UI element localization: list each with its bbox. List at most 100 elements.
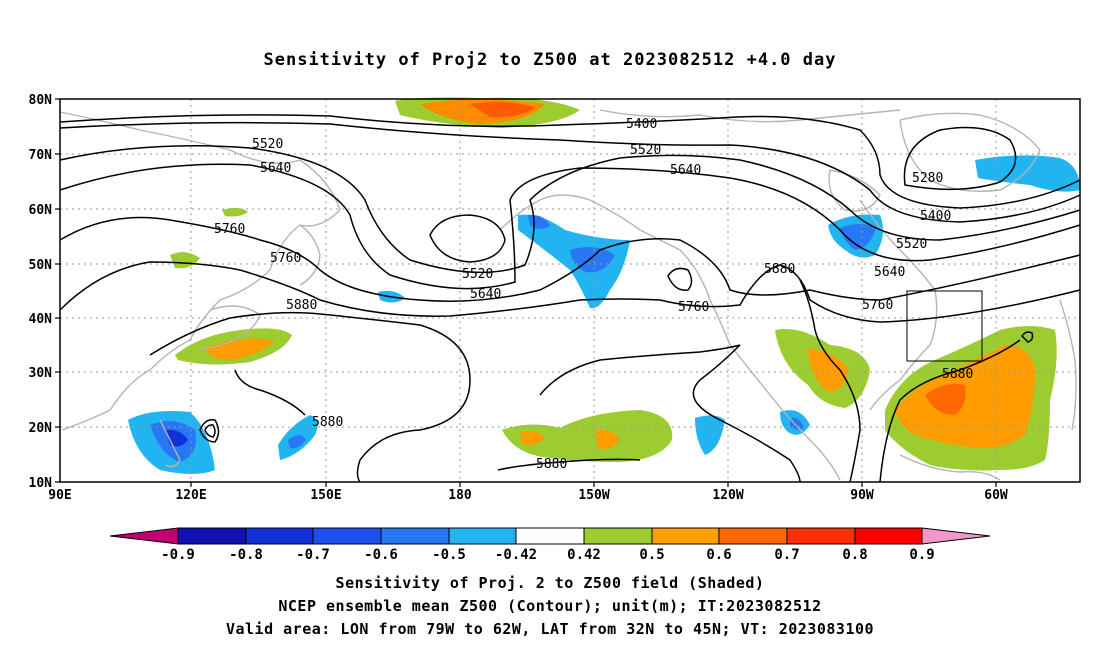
coastline-alaska [499,194,711,301]
contour-5880-a [149,311,471,483]
colorbar-label-5: -0.5 [432,547,466,563]
lon-label-120w: 120W [712,488,743,503]
colorbar-swatch-1 [177,527,247,545]
colorbar-swatch-10 [786,527,856,545]
caption-contour: NCEP ensemble mean Z500 (Contour); unit(… [278,597,822,615]
tick-marks [55,98,997,487]
coastline-philippines [159,419,181,468]
contour-label-5760-c: 5760 [678,300,709,315]
lat-label-30n: 30N [29,366,53,381]
coastline-north-america-east [859,199,938,411]
caption-valid-area: Valid area: LON from 79W to 62W, LAT fro… [225,620,875,638]
shade-siberia-positive-2 [222,207,248,217]
contour-label-5760-b: 5760 [270,251,301,266]
contour-5880-c [497,458,641,471]
sensitivity-shading [128,97,1080,474]
contour-small-loop-asia-inner [204,424,216,438]
shade-hawaii-positive [502,410,673,462]
colorbar-swatch-5 [448,527,517,545]
lon-label-90e: 90E [48,488,71,503]
colorbar-swatch-6 [515,527,585,545]
contour-label-5640-d: 5640 [874,265,905,280]
colorbar-label-8: 0.5 [639,547,664,563]
colorbar [109,527,991,545]
colorbar-label-7: 0.42 [567,547,601,563]
contour-label-5400-a: 5400 [626,117,657,132]
lon-label-60w: 60W [984,488,1008,503]
contour-5640-a [59,163,1081,290]
contour-5760-a [59,216,1081,302]
colorbar-swatch-8 [651,527,720,545]
colorbar-label-6: -0.42 [495,547,537,563]
shade-atlantic-positive-max [925,383,966,415]
shade-west-pacific-negative-core [288,435,306,449]
colorbar-swatch-4 [380,527,450,545]
contour-label-5640-a: 5640 [260,161,291,176]
lat-label-80n: 80N [29,93,53,108]
coastline-north-america-west [709,299,841,481]
coastline-hudson-bay [828,169,881,212]
lon-label-90w: 90W [850,488,874,503]
colorbar-label-9: 0.6 [706,547,731,563]
lat-label-50n: 50N [29,258,53,273]
valid-area-box [906,290,983,362]
contour-labels: 5400 5520 5640 5760 5760 5880 5520 5640 … [214,117,973,472]
shade-mexico-negative [695,415,725,455]
lat-label-40n: 40N [29,312,53,327]
shade-siberia-positive [170,252,200,269]
contour-label-5400-b: 5400 [920,209,951,224]
colorbar-label-12: 0.9 [909,547,934,563]
shade-greenland-negative [975,155,1080,192]
lon-label-120e: 120E [175,488,206,503]
contour-5880-b [234,369,306,416]
z500-contours [59,114,1081,483]
map-chart: 5400 5520 5640 5760 5760 5880 5520 5640 … [29,93,1081,563]
contour-5880-f [879,339,1021,483]
shade-north-pacific-positive-max [470,101,535,118]
lon-label-150e: 150E [310,488,341,503]
lon-label-180: 180 [448,488,472,503]
map-frame [59,98,1081,483]
contour-label-5880-c: 5880 [536,457,567,472]
contour-label-5760-a: 5760 [214,222,245,237]
colorbar-label-10: 0.7 [774,547,799,563]
coastline-south-america [899,454,1001,481]
contour-5400-top [59,114,1081,209]
shade-hawaii-positive-core-2 [595,429,620,449]
shade-labrador-negative-core [840,224,876,250]
contour-5520-a [59,144,1081,274]
coastline-asia [59,111,341,431]
colorbar-label-4: -0.6 [364,547,398,563]
coastline-africa [1059,299,1077,431]
colorbar-swatch-11 [854,527,923,545]
lat-label-20n: 20N [29,421,53,436]
lat-label-60n: 60N [29,203,53,218]
contour-label-5640-c: 5640 [670,163,701,178]
shade-gulf-positive-core [808,349,848,392]
contour-5400-mid [59,121,1081,223]
colorbar-swatch-9 [718,527,788,545]
contour-label-5520-d: 5520 [896,237,927,252]
lat-label-10n: 10N [29,476,53,491]
colorbar-label-3: -0.7 [296,547,330,563]
contour-5520-low [429,214,506,263]
colorbar-swatch-7 [583,527,653,545]
coastline-arctic [599,109,901,123]
colorbar-labels: -0.9 -0.8 -0.7 -0.6 -0.5 -0.42 0.42 0.5 … [161,547,935,563]
colorbar-label-11: 0.8 [842,547,867,563]
contour-small-loop-asia [199,418,220,443]
latitude-labels: 80N 70N 60N 50N 40N 30N 20N 10N [29,93,53,491]
contour-5880-d [539,344,801,483]
shade-hawaii-positive-core-1 [520,430,545,446]
contour-5880-e [799,279,861,483]
coastlines [59,109,1077,481]
contour-small-loop-atlantic [1021,331,1034,343]
contour-label-5640-b: 5640 [470,287,501,302]
contour-label-5520-a: 5520 [252,137,283,152]
contour-label-5520-c: 5520 [630,143,661,158]
colorbar-swatch-high-end [921,527,991,545]
lon-label-150w: 150W [578,488,609,503]
colorbar-label-1: -0.9 [161,547,195,563]
colorbar-swatch-low-end [109,527,179,545]
shade-japan-positive-core [205,338,275,360]
